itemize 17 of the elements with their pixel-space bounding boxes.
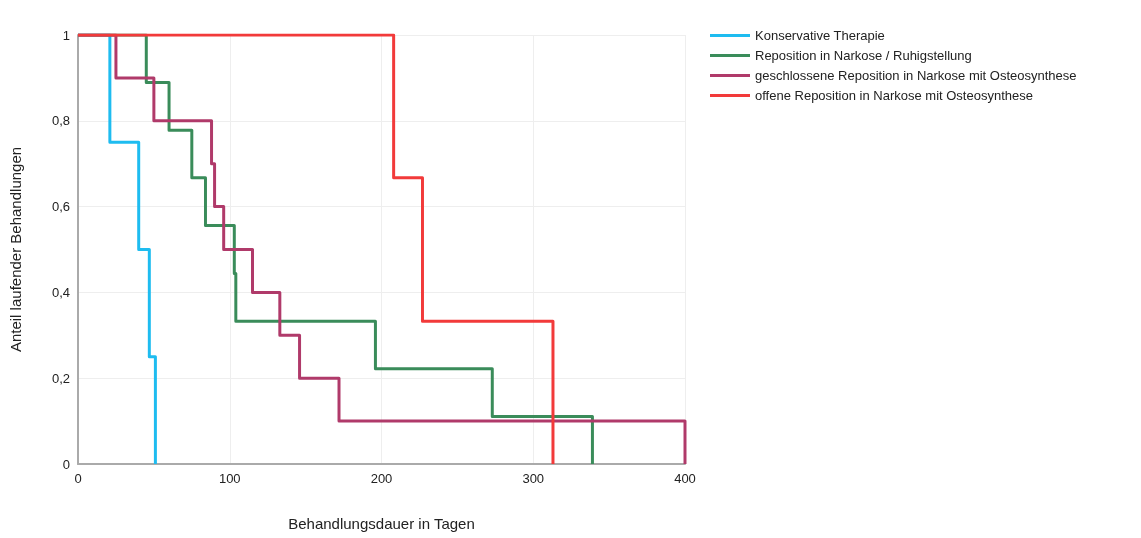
legend-label: Reposition in Narkose / Ruhigstellung xyxy=(755,48,972,63)
legend-label: Konservative Therapie xyxy=(755,28,885,43)
legend-label: geschlossene Reposition in Narkose mit Osteosynthese xyxy=(755,68,1077,83)
x-tick-label: 200 xyxy=(370,471,393,486)
y-axis-title: Anteil laufender Behandlungen xyxy=(7,146,24,353)
legend-label: offene Reposition in Narkose mit Osteosynthese xyxy=(755,88,1033,103)
x-tick-label: 100 xyxy=(218,471,241,486)
y-tick-label: 0,2 xyxy=(51,370,70,386)
y-tick-label: 0 xyxy=(62,456,70,472)
x-axis-title: Behandlungsdauer in Tagen xyxy=(288,515,475,532)
x-tick-label: 400 xyxy=(674,471,696,486)
y-tick-label: 0,4 xyxy=(51,284,70,300)
x-tick-label: 300 xyxy=(522,471,545,486)
y-tick-label: 0,8 xyxy=(51,113,70,129)
y-tick-label: 1 xyxy=(62,27,70,43)
y-tick-label: 0,6 xyxy=(51,199,70,215)
x-tick-label: 0 xyxy=(74,471,82,486)
